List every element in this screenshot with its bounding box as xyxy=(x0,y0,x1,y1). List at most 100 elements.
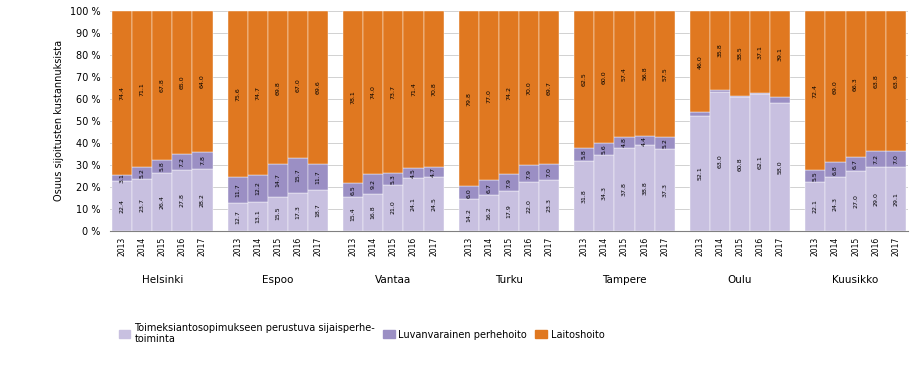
Bar xyxy=(172,11,193,154)
Text: Espoo: Espoo xyxy=(262,275,293,285)
Bar xyxy=(152,160,172,173)
Bar xyxy=(424,167,444,177)
Text: 5.8: 5.8 xyxy=(160,161,165,171)
Bar xyxy=(886,167,906,231)
Bar xyxy=(132,167,152,179)
Bar xyxy=(132,11,152,167)
Text: 7.9: 7.9 xyxy=(526,169,532,179)
Text: 71.1: 71.1 xyxy=(139,82,145,96)
Text: 65.0: 65.0 xyxy=(180,76,185,89)
Bar xyxy=(458,199,479,231)
Bar xyxy=(172,154,193,170)
Text: 70.8: 70.8 xyxy=(431,82,436,96)
Text: 29.0: 29.0 xyxy=(873,192,878,206)
Text: 74.0: 74.0 xyxy=(370,86,376,99)
Bar xyxy=(730,11,750,96)
Text: 4.4: 4.4 xyxy=(642,136,647,146)
Text: 27.8: 27.8 xyxy=(180,193,185,207)
Text: 5.8: 5.8 xyxy=(581,150,587,159)
Bar xyxy=(112,12,132,175)
Text: 11.7: 11.7 xyxy=(235,183,240,197)
Bar xyxy=(710,90,730,92)
Bar xyxy=(635,145,655,231)
Bar xyxy=(655,11,675,137)
Y-axis label: Osuus sijoitusten kustannuksista: Osuus sijoitusten kustannuksista xyxy=(54,40,64,202)
Bar xyxy=(227,11,248,177)
Text: 24.3: 24.3 xyxy=(833,197,838,211)
Bar xyxy=(499,191,519,231)
Bar xyxy=(424,177,444,231)
Text: 66.3: 66.3 xyxy=(853,77,858,91)
Bar xyxy=(805,182,825,231)
Bar xyxy=(770,97,790,103)
Text: 52.1: 52.1 xyxy=(697,167,702,180)
Bar xyxy=(690,112,710,116)
Text: 6.8: 6.8 xyxy=(833,165,838,175)
Bar xyxy=(805,170,825,182)
Text: 22.4: 22.4 xyxy=(119,199,125,213)
Bar xyxy=(635,11,655,136)
Bar xyxy=(866,167,886,231)
Text: Helsinki: Helsinki xyxy=(141,275,183,285)
Text: 31.8: 31.8 xyxy=(581,189,587,203)
Text: 29.1: 29.1 xyxy=(893,192,899,206)
Text: 69.6: 69.6 xyxy=(315,81,321,94)
Text: 16.8: 16.8 xyxy=(370,205,376,219)
Text: 5.6: 5.6 xyxy=(602,144,607,154)
Bar xyxy=(152,11,172,160)
Text: 38.5: 38.5 xyxy=(737,46,743,60)
Bar xyxy=(825,177,845,231)
Bar xyxy=(750,93,770,94)
Bar xyxy=(499,174,519,191)
Bar xyxy=(193,11,213,152)
Bar xyxy=(519,12,539,165)
Bar xyxy=(710,92,730,231)
Bar xyxy=(268,11,288,164)
Text: 5.5: 5.5 xyxy=(812,171,818,181)
Text: 74.4: 74.4 xyxy=(119,86,125,100)
Text: 38.8: 38.8 xyxy=(642,181,647,195)
Text: 69.8: 69.8 xyxy=(275,81,281,94)
Text: 15.5: 15.5 xyxy=(275,207,281,221)
Text: 21.0: 21.0 xyxy=(391,201,396,215)
Bar xyxy=(383,185,403,231)
Text: 62.1: 62.1 xyxy=(757,155,763,169)
Text: 34.3: 34.3 xyxy=(602,186,607,200)
Bar xyxy=(805,11,825,170)
Bar xyxy=(710,11,730,90)
Bar xyxy=(690,116,710,231)
Text: 7.2: 7.2 xyxy=(873,154,878,164)
Bar xyxy=(574,11,594,148)
Text: 63.9: 63.9 xyxy=(893,74,899,88)
Text: 62.5: 62.5 xyxy=(581,73,587,86)
Bar xyxy=(519,182,539,231)
Text: 24.1: 24.1 xyxy=(411,197,416,211)
Text: 4.5: 4.5 xyxy=(411,168,416,178)
Text: 75.6: 75.6 xyxy=(235,87,240,101)
Text: 27.0: 27.0 xyxy=(853,194,858,208)
Text: 23.3: 23.3 xyxy=(547,198,552,212)
Text: 4.8: 4.8 xyxy=(622,138,627,147)
Bar xyxy=(248,202,268,231)
Bar xyxy=(594,143,614,155)
Bar xyxy=(112,175,132,182)
Bar xyxy=(383,11,403,173)
Bar xyxy=(574,161,594,231)
Text: 7.9: 7.9 xyxy=(506,178,512,188)
Bar xyxy=(248,11,268,175)
Legend: Toimeksiantosopimukseen perustuva sijaisperhe-
toiminta, Luvanvarainen perhehoit: Toimeksiantosopimukseen perustuva sijais… xyxy=(115,319,608,348)
Bar xyxy=(614,137,635,148)
Text: 9.2: 9.2 xyxy=(370,179,376,189)
Text: 12.7: 12.7 xyxy=(235,210,240,224)
Bar xyxy=(730,96,750,97)
Bar xyxy=(655,149,675,231)
Bar xyxy=(614,11,635,137)
Text: 46.0: 46.0 xyxy=(697,55,702,68)
Text: 6.7: 6.7 xyxy=(486,183,492,193)
Bar xyxy=(132,179,152,231)
Text: 69.0: 69.0 xyxy=(833,80,838,93)
Text: 5.2: 5.2 xyxy=(139,168,145,178)
Bar xyxy=(193,169,213,231)
Bar xyxy=(479,195,499,231)
Text: 7.0: 7.0 xyxy=(547,167,552,177)
